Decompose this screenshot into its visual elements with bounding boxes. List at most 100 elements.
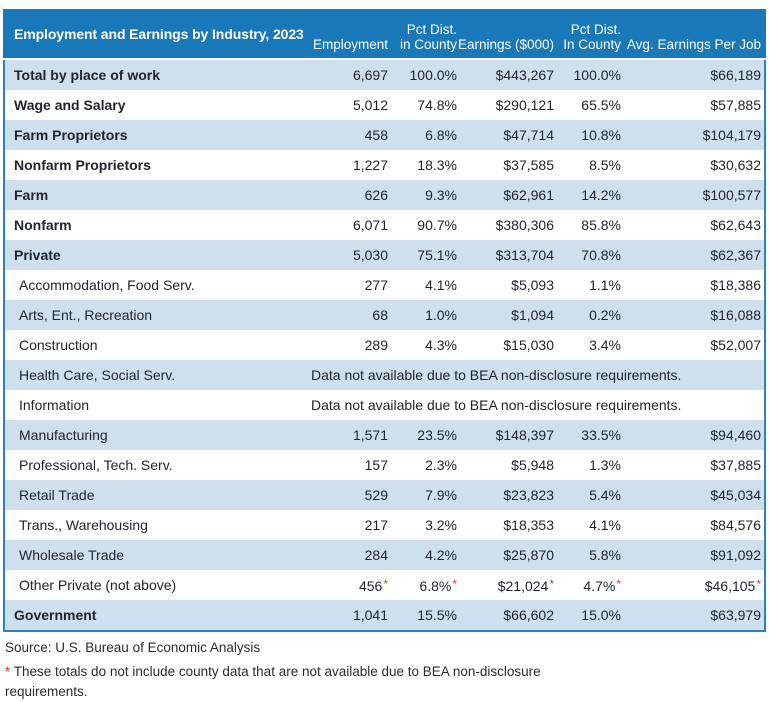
cell-earnings: $380,306 <box>495 217 554 233</box>
column-header-pct-dist-in-county-2: Pct Dist. In County <box>557 9 624 58</box>
cell-earnings: $66,602 <box>503 607 554 623</box>
footnote-text: These totals do not include county data … <box>5 664 541 699</box>
table-row: Retail Trade 529 7.9% $23,823 5.4% $45,034 <box>5 480 764 510</box>
cell-earnings: $47,714 <box>503 127 554 143</box>
cell-earnings: $37,585 <box>503 157 554 173</box>
table-row: Farm Proprietors 458 6.8% $47,714 10.8% $104,… <box>5 120 764 150</box>
cell-pct-dist-2: 15.0% <box>581 607 621 623</box>
table-header: Employment and Earnings by Industry, 202… <box>3 9 766 58</box>
table-title: Employment and Earnings by Industry, 202… <box>14 25 304 42</box>
table-body-border: Total by place of work 6,697 100.0% $443,26… <box>3 60 766 632</box>
cell-avg-earnings: $62,367 <box>710 247 761 263</box>
row-label: Wage and Salary <box>14 97 126 113</box>
row-label: Information <box>19 397 90 413</box>
cell-earnings: $62,961 <box>503 187 554 203</box>
cell-earnings: $5,948 <box>511 457 554 473</box>
cell-avg-earnings: $52,007 <box>710 337 761 353</box>
table-row: Other Private (not above) 456* 6.8%* $21,02… <box>5 570 764 600</box>
table-body: Total by place of work 6,697 100.0% $443,26… <box>5 60 764 630</box>
employment-earnings-table: Employment and Earnings by Industry, 202… <box>3 9 766 632</box>
column-header-line: Pct Dist. <box>570 22 621 37</box>
cell-employment: 458 <box>364 127 388 143</box>
red-asterisk: * <box>616 576 621 591</box>
cell-avg-earnings: $57,885 <box>710 97 761 113</box>
cell-employment: 5,012 <box>352 97 388 113</box>
cell-earnings: $1,094 <box>511 307 554 323</box>
table-row: Wholesale Trade 284 4.2% $25,870 5.8% $91,092 <box>5 540 764 570</box>
column-header-line: Pct Dist. <box>406 22 457 37</box>
cell-employment: 5,030 <box>352 247 388 263</box>
cell-avg-earnings: $18,386 <box>710 277 761 293</box>
source-note: Source: U.S. Bureau of Economic Analysis <box>5 640 261 655</box>
cell-pct-dist-2: 65.5% <box>581 97 621 113</box>
column-header-employment: Employment <box>305 9 391 58</box>
red-asterisk: * <box>452 576 457 591</box>
cell-earnings: $23,823 <box>503 487 554 503</box>
cell-pct-dist-1: 4.3% <box>425 337 457 353</box>
cell-employment: 6,697 <box>352 67 388 83</box>
row-label: Retail Trade <box>19 487 95 503</box>
cell-pct-dist-2: 85.8% <box>581 217 621 233</box>
column-header-line: Avg. Earnings Per Job <box>626 37 761 52</box>
cell-employment: 217 <box>364 517 388 533</box>
cell-avg-earnings: $46,105* <box>704 576 761 594</box>
cell-pct-dist-2: 33.5% <box>581 427 621 443</box>
cell-employment: 456* <box>358 576 388 594</box>
table-row: Professional, Tech. Serv. 157 2.3% $5,948 1.… <box>5 450 764 480</box>
footnote-asterisk: * <box>5 664 11 679</box>
row-label: Private <box>14 247 61 263</box>
cell-avg-earnings: $62,643 <box>710 217 761 233</box>
cell-earnings: $15,030 <box>503 337 554 353</box>
row-label: Other Private (not above) <box>19 577 177 593</box>
data-table: Total by place of work 6,697 100.0% $443,26… <box>5 60 764 630</box>
cell-earnings: $313,704 <box>495 247 554 263</box>
footnote: * These totals do not include county dat… <box>5 662 605 702</box>
cell-pct-dist-2: 0.2% <box>589 307 621 323</box>
cell-employment: 289 <box>364 337 388 353</box>
cell-pct-dist-1: 75.1% <box>417 247 457 263</box>
column-header-line: Employment <box>312 37 388 52</box>
row-label: Government <box>14 607 97 623</box>
cell-employment: 6,071 <box>352 217 388 233</box>
cell-avg-earnings: $84,576 <box>710 517 761 533</box>
cell-pct-dist-2: 100.0% <box>573 67 621 83</box>
row-label: Wholesale Trade <box>19 547 125 563</box>
column-header-pct-dist-in-county-1: Pct Dist. in County <box>391 9 460 58</box>
cell-avg-earnings: $66,189 <box>710 67 761 83</box>
cell-pct-dist-1: 4.1% <box>425 277 457 293</box>
red-asterisk: * <box>549 576 554 591</box>
table-row: Private 5,030 75.1% $313,704 70.8% $62,367 <box>5 240 764 270</box>
table-row: Information Data not available due to BEA… <box>5 390 764 420</box>
cell-pct-dist-2: 10.8% <box>581 127 621 143</box>
cell-pct-dist-1: 15.5% <box>417 607 457 623</box>
cell-employment: 277 <box>364 277 388 293</box>
row-label: Nonfarm <box>14 217 72 233</box>
row-label: Professional, Tech. Serv. <box>19 457 173 473</box>
cell-pct-dist-1: 7.9% <box>425 487 457 503</box>
table-row: Nonfarm Proprietors 1,227 18.3% $37,585 8.5%… <box>5 150 764 180</box>
cell-avg-earnings: $94,460 <box>710 427 761 443</box>
cell-avg-earnings: $91,092 <box>710 547 761 563</box>
row-label: Accommodation, Food Serv. <box>19 277 195 293</box>
cell-earnings: $290,121 <box>495 97 554 113</box>
cell-pct-dist-2: 8.5% <box>589 157 621 173</box>
cell-pct-dist-1: 3.2% <box>425 517 457 533</box>
cell-pct-dist-2: 14.2% <box>581 187 621 203</box>
column-header-avg-earnings: Avg. Earnings Per Job <box>624 9 764 58</box>
table-row: Construction 289 4.3% $15,030 3.4% $52,007 <box>5 330 764 360</box>
cell-avg-earnings: $16,088 <box>710 307 761 323</box>
cell-employment: 157 <box>364 457 388 473</box>
cell-pct-dist-1: 1.0% <box>425 307 457 323</box>
table-row: Arts, Ent., Recreation 68 1.0% $1,094 0.2% $1… <box>5 300 764 330</box>
cell-pct-dist-1: 100.0% <box>409 67 457 83</box>
cell-pct-dist-2: 1.1% <box>589 277 621 293</box>
red-asterisk: * <box>756 576 761 591</box>
row-label: Health Care, Social Serv. <box>19 367 176 383</box>
row-label: Trans., Warehousing <box>19 517 148 533</box>
row-label: Farm Proprietors <box>14 127 128 143</box>
cell-avg-earnings: $45,034 <box>710 487 761 503</box>
table-row: Wage and Salary 5,012 74.8% $290,121 65.5% $5… <box>5 90 764 120</box>
not-available-note: Data not available due to BEA non-disclo… <box>311 367 682 383</box>
not-available-note: Data not available due to BEA non-disclo… <box>311 397 682 413</box>
cell-earnings: $25,870 <box>503 547 554 563</box>
